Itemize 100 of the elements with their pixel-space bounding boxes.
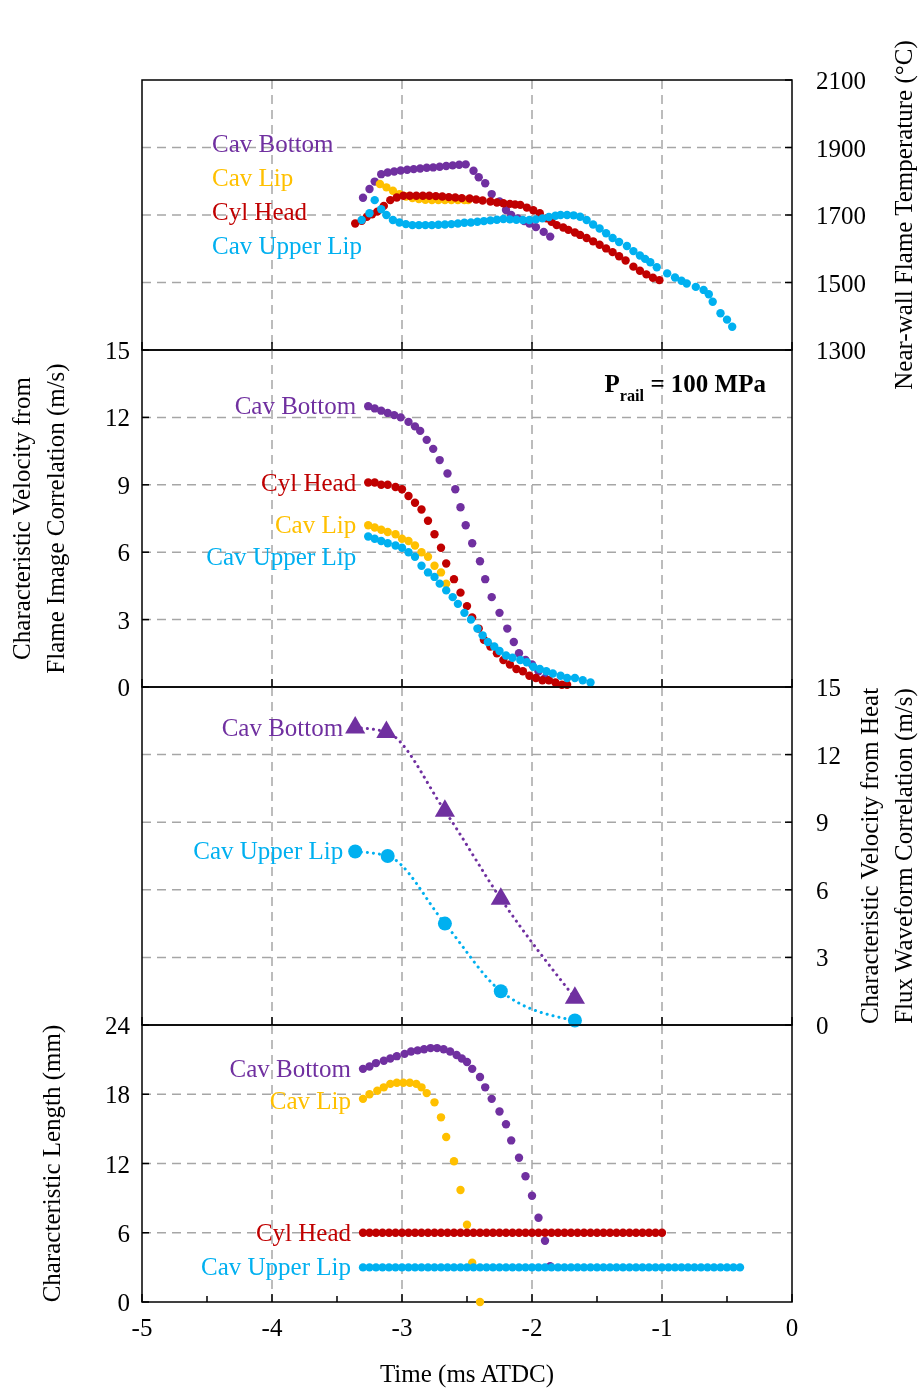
y-tick-label: 12 xyxy=(105,1150,130,1178)
point xyxy=(436,543,446,552)
point xyxy=(629,246,638,256)
point xyxy=(404,491,413,501)
point xyxy=(449,1156,459,1166)
series-label: Cav Upper Lip xyxy=(201,1253,351,1281)
x-tick-label: -5 xyxy=(131,1314,153,1341)
y2-tick-label: 1500 xyxy=(816,269,866,297)
point xyxy=(456,503,465,512)
point xyxy=(481,179,490,188)
point xyxy=(468,539,477,548)
y-tick-label: 24 xyxy=(105,1012,131,1039)
point xyxy=(578,676,587,685)
point xyxy=(365,1090,374,1099)
y2-tick-label: 1900 xyxy=(816,134,866,162)
point xyxy=(422,1088,431,1098)
point xyxy=(469,166,478,175)
point xyxy=(564,225,573,235)
y2-tick-label: 6 xyxy=(816,876,829,904)
point xyxy=(430,561,439,570)
point xyxy=(383,480,392,489)
y2-tick-label: 2100 xyxy=(816,67,866,94)
point xyxy=(539,227,548,237)
point xyxy=(546,232,555,241)
point xyxy=(495,1107,504,1116)
point xyxy=(493,984,508,999)
point xyxy=(417,1083,426,1092)
point xyxy=(391,530,400,539)
series-label: Cav Upper Lip xyxy=(212,232,362,259)
series-label: Cav Lip xyxy=(274,511,357,539)
point xyxy=(448,592,457,602)
point xyxy=(501,1120,511,1129)
point xyxy=(449,574,459,584)
point xyxy=(475,556,485,566)
series-label: Cav Upper Lip xyxy=(206,543,357,571)
point xyxy=(642,270,651,279)
point xyxy=(373,1086,382,1095)
point xyxy=(460,608,469,618)
series-label: Cyl Head xyxy=(212,198,308,225)
point xyxy=(370,195,379,205)
point xyxy=(655,275,664,285)
point xyxy=(380,849,395,863)
series-label: Cav Upper Lip xyxy=(193,837,344,865)
y-axis-title: Characteristic Velocity from Flame Image Correlation (m/s) xyxy=(8,363,70,674)
point xyxy=(456,1185,465,1195)
point xyxy=(436,568,446,577)
point xyxy=(410,541,420,550)
point xyxy=(575,212,585,221)
point xyxy=(382,183,391,192)
point xyxy=(481,574,490,584)
point xyxy=(396,413,405,422)
point xyxy=(608,247,617,257)
point xyxy=(529,206,538,215)
point xyxy=(364,401,373,411)
point xyxy=(588,237,598,246)
y-tick-label: 6 xyxy=(117,1219,130,1247)
point xyxy=(670,273,680,282)
point xyxy=(376,720,397,738)
point xyxy=(487,592,496,602)
point xyxy=(495,608,504,618)
point xyxy=(364,532,373,541)
point xyxy=(390,410,399,420)
point xyxy=(422,435,431,445)
point xyxy=(508,653,517,662)
point xyxy=(345,715,366,734)
point xyxy=(468,1064,477,1074)
y2-axis-title: Near-wall Flame Temperature (°C) xyxy=(890,40,918,390)
point xyxy=(423,568,433,577)
point xyxy=(436,1113,446,1122)
point xyxy=(474,173,483,182)
point xyxy=(416,426,425,436)
series-label: Cav Bottom xyxy=(221,713,344,741)
point xyxy=(410,498,420,507)
point xyxy=(501,651,511,660)
point xyxy=(383,527,392,537)
point xyxy=(521,1172,530,1181)
point xyxy=(404,417,413,427)
series-label: Cyl Head xyxy=(255,1218,352,1246)
point xyxy=(377,536,386,546)
point xyxy=(481,1083,490,1092)
point xyxy=(417,561,426,570)
point xyxy=(358,193,368,202)
point xyxy=(562,673,572,683)
point xyxy=(582,233,591,243)
point xyxy=(456,588,465,597)
point xyxy=(540,1236,550,1246)
x-tick-label: -3 xyxy=(391,1314,413,1341)
point xyxy=(430,1098,439,1107)
point xyxy=(383,539,392,548)
point xyxy=(365,1062,374,1071)
point xyxy=(478,196,487,205)
point xyxy=(716,309,725,318)
point xyxy=(437,916,452,931)
point xyxy=(691,282,700,292)
point xyxy=(386,195,395,205)
point xyxy=(608,233,617,243)
point xyxy=(722,315,732,324)
point xyxy=(397,485,407,494)
point xyxy=(351,219,360,228)
point xyxy=(487,1094,496,1104)
